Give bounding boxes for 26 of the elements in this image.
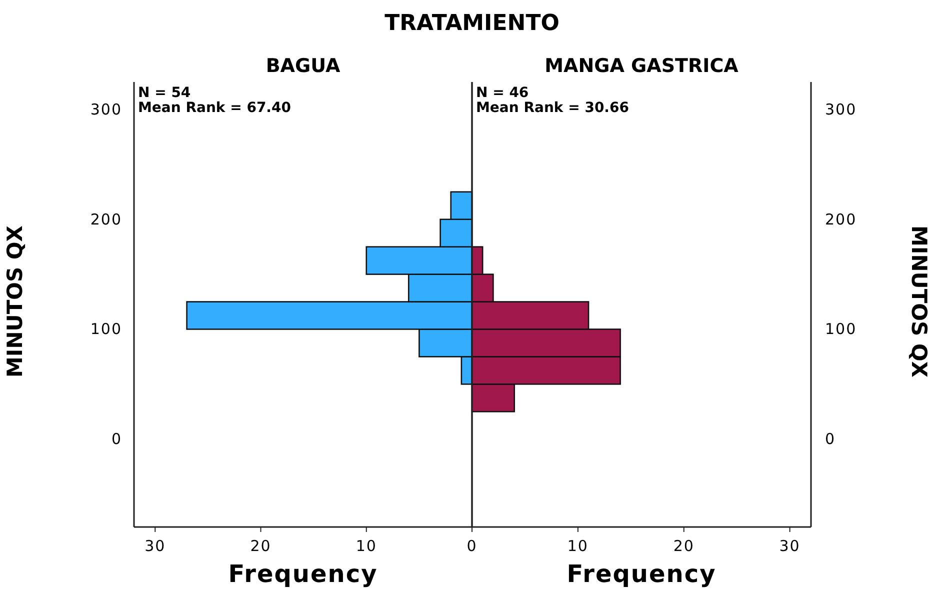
y-tick-label: 300 [825,100,857,118]
chart-title: MANGA GASTRICA [544,55,739,77]
x-tick-label: 20 [673,537,694,555]
annotation: Mean Rank = 67.40 [138,100,292,116]
y-tick-label: 100 [825,320,857,338]
x-axis-title: Frequency [228,560,378,588]
y-tick-label: 200 [90,210,122,228]
annotation: Mean Rank = 30.66 [476,100,629,116]
text: TRATAMIENTO [384,11,560,36]
x-tick-label: 10 [356,537,377,555]
x-tick-label: 30 [144,537,166,555]
y-tick-label: 0 [111,430,122,448]
x-tick-label: 30 [779,537,800,555]
y-tick-label: 200 [825,210,857,228]
x-axis-title: Frequency [566,560,716,588]
annotation: N = 46 [476,85,529,101]
annotation: N = 54 [138,85,191,101]
chart-title: BAGUA [266,55,340,77]
y-axis-title: MINUTOS QX [3,226,27,378]
y-tick-label: 100 [90,320,122,338]
y-tick-label: 300 [90,100,122,118]
x-tick-label: 20 [250,537,272,555]
x-tick-label: 0 [466,537,478,555]
x-tick-label: 10 [567,537,588,555]
y-tick-label: 0 [825,430,836,448]
y-axis-title: MINUTOS QX [907,226,931,378]
